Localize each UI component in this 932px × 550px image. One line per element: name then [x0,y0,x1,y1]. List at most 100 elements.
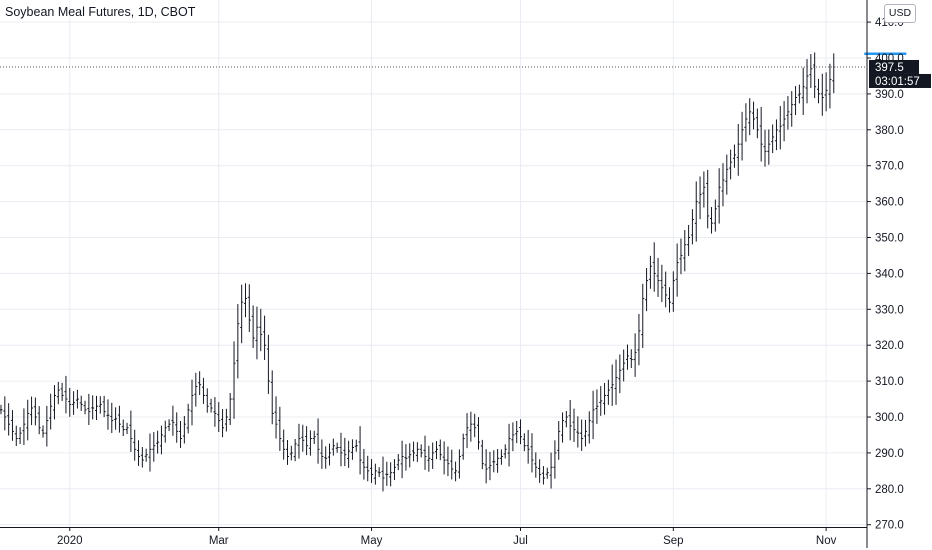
ohlc-bar[interactable] [182,415,186,444]
ohlc-bar[interactable] [179,420,183,448]
ohlc-bar[interactable] [205,388,209,413]
ohlc-bar[interactable] [98,396,102,414]
ohlc-bar[interactable] [648,255,652,289]
ohlc-bar[interactable] [587,411,591,444]
ohlc-bar[interactable] [163,420,167,443]
ohlc-bar[interactable] [461,433,465,460]
ohlc-bar[interactable] [91,395,95,420]
ohlc-bar[interactable] [583,419,587,447]
ohlc-bar[interactable] [30,396,34,426]
ohlc-bar[interactable] [488,451,492,481]
ohlc-bar[interactable] [557,420,561,460]
ohlc-bar[interactable] [545,467,549,479]
ohlc-bar[interactable] [159,425,163,455]
ohlc-bar[interactable] [3,396,7,431]
ohlc-bar[interactable] [255,306,259,360]
ohlc-bar[interactable] [656,257,660,297]
ohlc-bar[interactable] [507,423,511,467]
ohlc-bar[interactable] [660,264,664,303]
ohlc-bar[interactable] [129,410,133,452]
ohlc-bar[interactable] [0,404,3,415]
ohlc-bar[interactable] [450,449,454,480]
ohlc-bar[interactable] [595,389,599,424]
ohlc-bar[interactable] [442,441,446,475]
ohlc-bar[interactable] [755,108,759,139]
ohlc-bar[interactable] [247,284,251,332]
ohlc-bar[interactable] [377,467,381,478]
ohlc-bar[interactable] [286,440,289,465]
ohlc-bar[interactable] [232,341,236,419]
ohlc-bar[interactable] [641,283,645,348]
ohlc-bar[interactable] [221,408,225,438]
ohlc-bar[interactable] [320,439,324,469]
ohlc-bar[interactable] [52,385,56,420]
ohlc-bar[interactable] [308,430,312,456]
ohlc-bar[interactable] [228,393,232,425]
ohlc-bar[interactable] [117,405,121,433]
ohlc-bar[interactable] [679,238,683,275]
ohlc-bar[interactable] [515,420,519,444]
ohlc-bar[interactable] [175,412,179,443]
ohlc-bar[interactable] [201,377,205,404]
ohlc-bar[interactable] [465,413,469,449]
ohlc-bar[interactable] [282,429,286,460]
ohlc-bar[interactable] [668,287,671,313]
ohlc-bar[interactable] [671,271,675,312]
ohlc-bar[interactable] [259,308,263,352]
ohlc-bar[interactable] [759,106,763,162]
ohlc-bar[interactable] [37,406,41,435]
ohlc-bar[interactable] [767,129,771,165]
ohlc-bar[interactable] [354,439,358,452]
ohlc-bar[interactable] [305,426,309,456]
ohlc-bar[interactable] [629,349,633,368]
ohlc-bar[interactable] [499,449,503,465]
ohlc-bar[interactable] [270,370,274,425]
ohlc-bar[interactable] [652,242,656,292]
ohlc-bar[interactable] [49,393,53,430]
ohlc-bar[interactable] [362,448,366,480]
ohlc-bar[interactable] [389,462,393,487]
ohlc-bar[interactable] [347,440,351,468]
ohlc-bar[interactable] [431,442,435,469]
ohlc-bar[interactable] [828,63,832,109]
ohlc-bar[interactable] [725,154,729,195]
ohlc-bar[interactable] [392,459,396,481]
ohlc-bar[interactable] [33,397,37,426]
ohlc-bar[interactable] [740,111,744,161]
ohlc-bar[interactable] [297,423,301,459]
ohlc-bar[interactable] [152,432,156,462]
ohlc-bar[interactable] [778,106,782,150]
ohlc-bar[interactable] [324,446,328,469]
ohlc-bar[interactable] [706,169,710,229]
ohlc-bar[interactable] [771,124,775,154]
ohlc-bar[interactable] [408,443,412,468]
ohlc-bar[interactable] [26,399,30,441]
ohlc-bar[interactable] [763,129,767,167]
ohlc-bar[interactable] [606,379,610,405]
ohlc-bar[interactable] [400,440,404,479]
ohlc-bar[interactable] [102,395,106,418]
ohlc-bar[interactable] [18,427,22,445]
ohlc-bar[interactable] [236,304,240,379]
ohlc-bar[interactable] [713,199,717,232]
ohlc-bar[interactable] [549,452,553,489]
ohlc-bar[interactable] [56,381,60,405]
ohlc-bar[interactable] [186,403,190,434]
ohlc-bar[interactable] [702,171,706,208]
ohlc-bar[interactable] [140,447,144,468]
ohlc-bar[interactable] [813,52,817,99]
ohlc-bar[interactable] [687,224,691,257]
ohlc-bar[interactable] [278,406,282,451]
ohlc-bar[interactable] [209,398,213,413]
ohlc-bar[interactable] [224,408,228,432]
ohlc-bar[interactable] [412,441,416,462]
ohlc-bar[interactable] [148,433,152,472]
ohlc-bar[interactable] [434,441,438,460]
ohlc-bar[interactable] [484,449,488,484]
ohlc-bar[interactable] [240,284,244,344]
ohlc-bar[interactable] [121,419,125,437]
ohlc-bar[interactable] [60,382,64,401]
ohlc-bar[interactable] [144,448,148,462]
ohlc-bar[interactable] [603,382,607,415]
ohlc-bar[interactable] [637,313,641,366]
